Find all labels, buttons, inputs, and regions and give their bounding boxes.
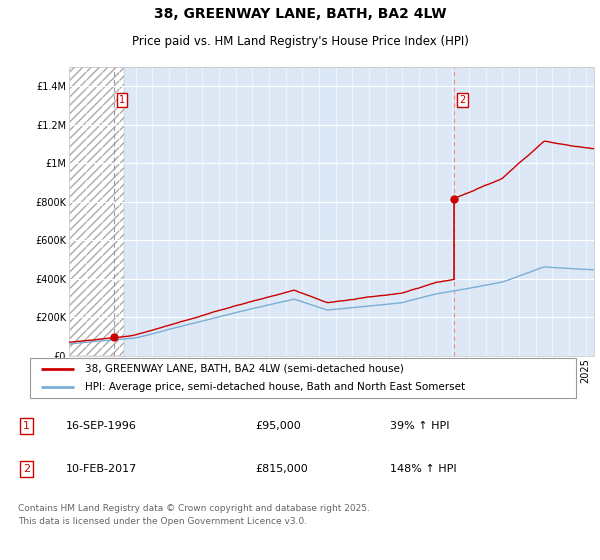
FancyBboxPatch shape: [30, 358, 576, 398]
Text: £815,000: £815,000: [255, 464, 308, 474]
Text: 1: 1: [23, 421, 30, 431]
Text: 38, GREENWAY LANE, BATH, BA2 4LW: 38, GREENWAY LANE, BATH, BA2 4LW: [154, 7, 446, 21]
Text: HPI: Average price, semi-detached house, Bath and North East Somerset: HPI: Average price, semi-detached house,…: [85, 382, 465, 392]
Text: 10-FEB-2017: 10-FEB-2017: [66, 464, 137, 474]
Text: 2: 2: [23, 464, 30, 474]
Text: 16-SEP-1996: 16-SEP-1996: [66, 421, 137, 431]
Text: Price paid vs. HM Land Registry's House Price Index (HPI): Price paid vs. HM Land Registry's House …: [131, 35, 469, 48]
Text: £95,000: £95,000: [255, 421, 301, 431]
Text: 148% ↑ HPI: 148% ↑ HPI: [390, 464, 457, 474]
Text: 1: 1: [119, 95, 125, 105]
Text: 39% ↑ HPI: 39% ↑ HPI: [390, 421, 450, 431]
Text: 38, GREENWAY LANE, BATH, BA2 4LW (semi-detached house): 38, GREENWAY LANE, BATH, BA2 4LW (semi-d…: [85, 364, 403, 374]
Text: 2: 2: [460, 95, 466, 105]
Text: Contains HM Land Registry data © Crown copyright and database right 2025.
This d: Contains HM Land Registry data © Crown c…: [18, 504, 370, 525]
